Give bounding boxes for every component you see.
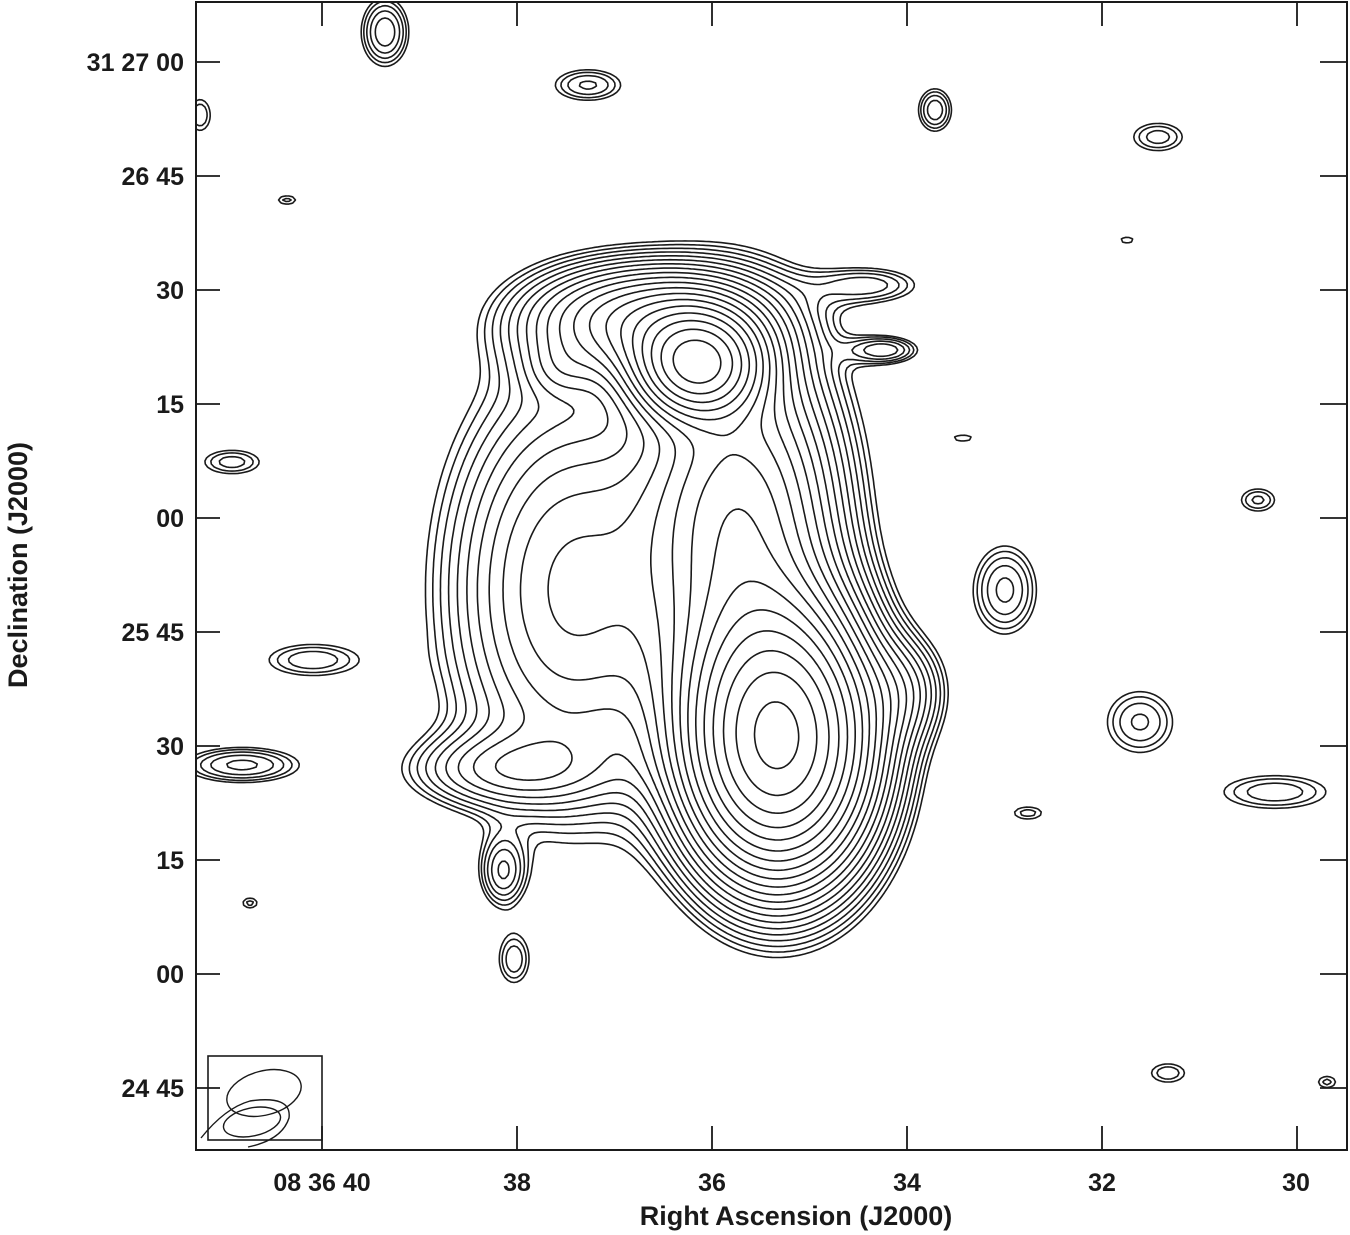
contour-level-13: [605, 292, 878, 880]
contour-level-10: [519, 276, 900, 903]
contour-level-4: [210, 10, 1150, 942]
beam-arc: [200, 1099, 290, 1148]
contour-level-1: [195, 1, 1337, 1089]
y-tick-label: 31 27 00: [87, 49, 184, 77]
y-axis-tick-labels: 31 27 00 26 45 30 15 00 25 45 30 15 00 2…: [87, 49, 184, 1103]
y-tick-label: 00: [156, 961, 184, 989]
contour-level-19: [672, 339, 830, 814]
contour-level-12: [588, 286, 885, 888]
x-tick-label: 32: [1088, 1169, 1116, 1197]
contour-level-15: [631, 305, 864, 862]
contour-level-20: [735, 671, 818, 797]
y-tick-label: 15: [156, 391, 184, 419]
contour-level-16: [641, 312, 856, 852]
contour-level-5: [226, 17, 1015, 936]
contour-level-14: [620, 298, 871, 872]
contour-level-18: [660, 328, 840, 829]
plot-frame: [195, 1, 1348, 1151]
x-axis-tick-labels: 08 36 40 38 36 34 32 30: [273, 1169, 1310, 1197]
y-tick-label: 30: [156, 733, 184, 761]
x-tick-label: 08 36 40: [273, 1169, 370, 1197]
x-tick-label: 30: [1282, 1169, 1310, 1197]
contour-level-9: [494, 271, 908, 910]
contour-level-2: [195, 1, 1332, 1086]
y-tick-label: 15: [156, 847, 184, 875]
contour-lines: [195, 1, 1337, 1089]
contour-level-8: [472, 267, 915, 917]
x-tick-label: 34: [893, 1169, 921, 1197]
axis-ticks: [196, 2, 1347, 1150]
contour-level-6: [445, 258, 927, 930]
y-tick-label: 26 45: [121, 163, 184, 191]
x-tick-label: 36: [698, 1169, 726, 1197]
y-tick-label: 00: [156, 505, 184, 533]
contour-level-11: [547, 281, 892, 896]
y-tick-label: 24 45: [121, 1075, 184, 1103]
y-axis-title: Declination (J2000): [3, 442, 33, 688]
contour-level-17: [650, 319, 849, 841]
y-tick-label: 25 45: [121, 619, 184, 647]
contour-level-21: [753, 701, 800, 770]
beam-inset: [200, 1055, 323, 1148]
beam-ellipse: [226, 1068, 302, 1118]
x-axis-title: Right Ascension (J2000): [640, 1201, 953, 1231]
beam-ellipse-inner: [222, 1106, 282, 1138]
beam-box: [207, 1055, 323, 1141]
y-tick-label: 30: [156, 277, 184, 305]
contour-level-3: [199, 4, 1304, 973]
contour-level-7: [457, 263, 921, 924]
x-tick-label: 38: [503, 1169, 531, 1197]
